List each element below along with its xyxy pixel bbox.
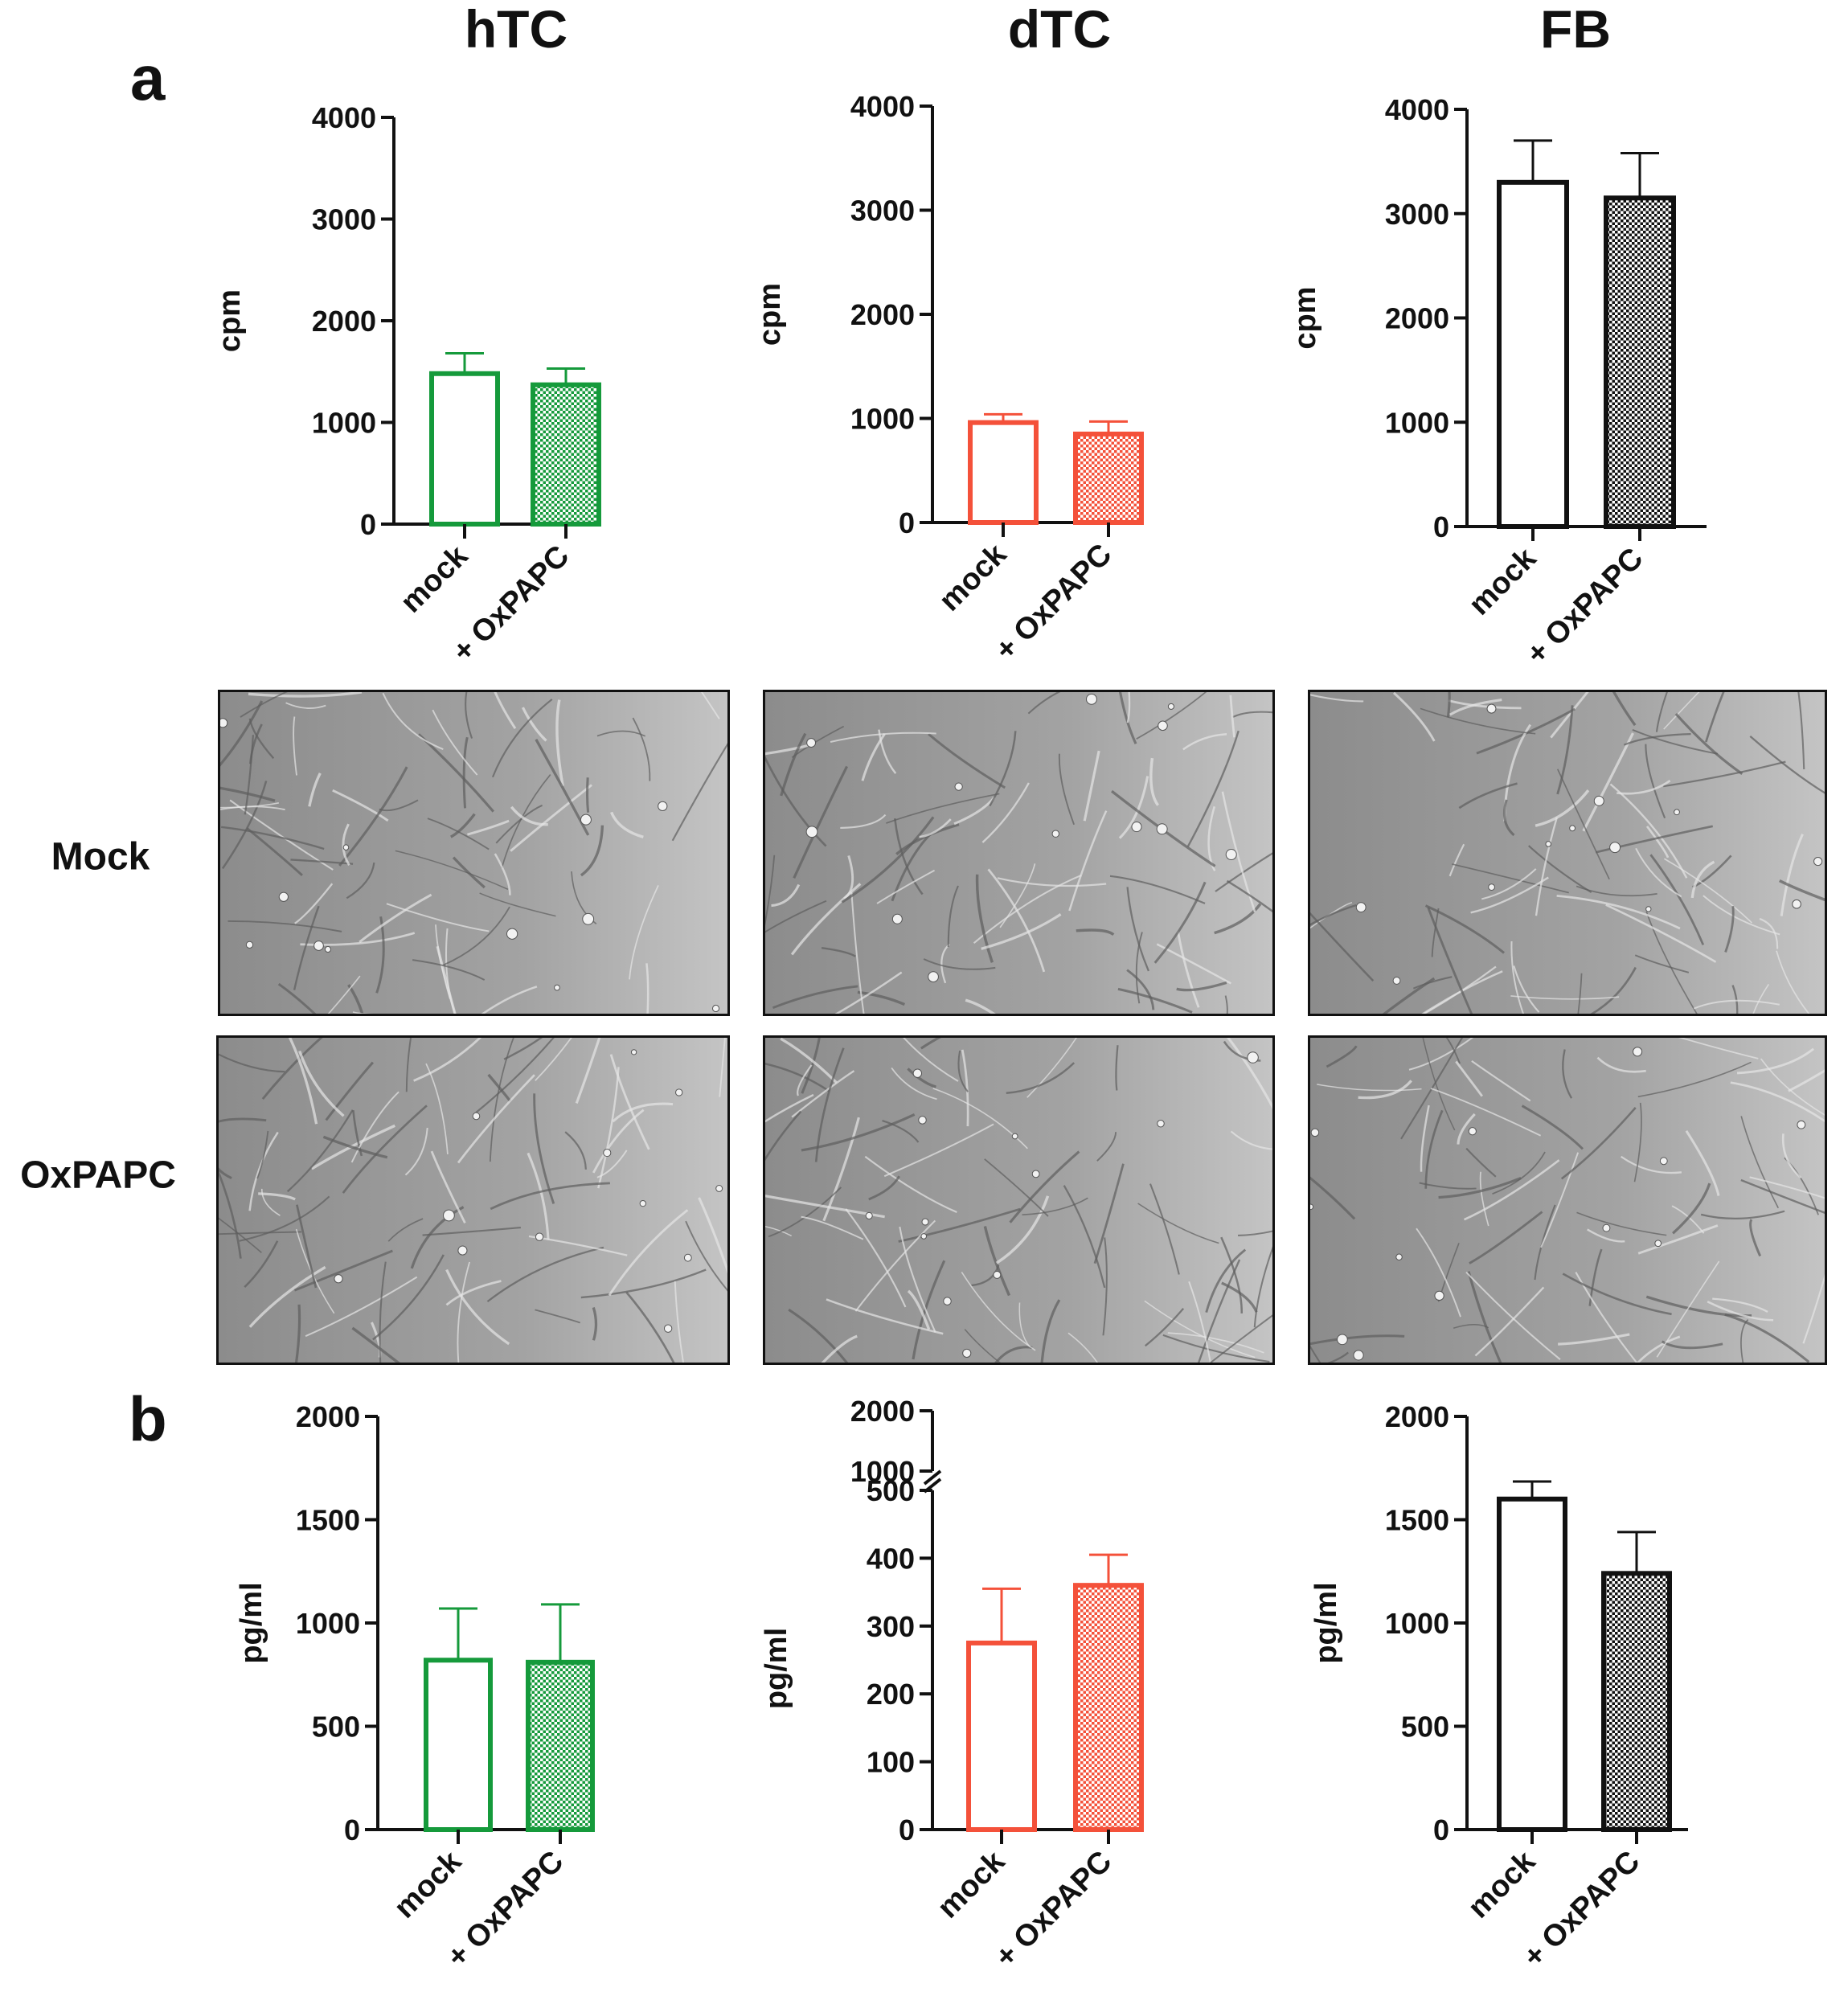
x-tick-label: mock xyxy=(394,539,475,620)
panel-label-a: a xyxy=(130,43,166,113)
y-axis-label: cpm xyxy=(1289,286,1322,349)
x-tick-label: mock xyxy=(387,1844,469,1925)
bar-oxpapc xyxy=(1073,431,1144,525)
y-tick-label: 0 xyxy=(1433,510,1449,543)
y-tick-label: 1000 xyxy=(850,403,915,436)
bar-mock xyxy=(1497,179,1569,529)
micrograph-oxpapc-htc xyxy=(216,1035,730,1365)
y-tick-label: 0 xyxy=(360,508,376,541)
bar-oxpapc xyxy=(531,382,601,527)
micrograph-image xyxy=(219,1038,727,1363)
micrograph-mock-htc xyxy=(218,690,730,1016)
y-tick-label: 4000 xyxy=(1385,93,1449,126)
bar-mock xyxy=(1497,1496,1567,1833)
y-tick-label: 4000 xyxy=(850,90,915,123)
y-tick-label: 4000 xyxy=(312,101,376,134)
y-tick-label: 1000 xyxy=(296,1607,360,1640)
y-axis-label: cpm xyxy=(213,289,247,352)
micrograph-mock-dtc xyxy=(763,690,1275,1016)
x-tick-label: mock xyxy=(931,1844,1012,1925)
y-tick-label: 1000 xyxy=(312,407,376,440)
x-tick-label: mock xyxy=(1462,541,1543,622)
y-tick-label: 2000 xyxy=(1385,302,1449,335)
y-tick-label: 2000 xyxy=(296,1400,360,1433)
micrograph-oxpapc-fb xyxy=(1308,1035,1827,1365)
y-axis-label: cpm xyxy=(753,283,787,346)
y-axis-label: pg/ml xyxy=(235,1582,268,1663)
bar-mock xyxy=(424,1658,493,1833)
y-tick-label: 0 xyxy=(899,1814,915,1846)
x-tick-label: mock xyxy=(932,537,1014,618)
micrograph-image xyxy=(765,692,1272,1014)
column-title-htc: hTC xyxy=(464,0,568,59)
x-tick-label: + OxPAPC xyxy=(1520,542,1649,671)
row-label-oxpapc: OxPAPC xyxy=(20,1154,176,1197)
y-tick-label: 1500 xyxy=(296,1504,360,1537)
y-tick-label: 3000 xyxy=(850,195,915,227)
micrograph-image xyxy=(1310,692,1825,1014)
y-tick-label: 2000 xyxy=(312,305,376,338)
y-tick-label: 3000 xyxy=(312,203,376,236)
y-tick-label: 1000 xyxy=(850,1455,915,1488)
y-tick-label: 2000 xyxy=(850,1395,915,1428)
bar-mock xyxy=(968,420,1039,525)
y-tick-label: 2000 xyxy=(1385,1400,1449,1433)
column-title-fb: FB xyxy=(1540,0,1611,59)
axis-break-mark xyxy=(923,1469,942,1486)
panel-label-b: b xyxy=(129,1383,167,1454)
bar-oxpapc xyxy=(526,1659,595,1833)
micrograph-oxpapc-dtc xyxy=(763,1035,1275,1365)
bar-oxpapc xyxy=(1604,195,1676,529)
y-axis-label: pg/ml xyxy=(1309,1582,1343,1663)
x-tick-label: + OxPAPC xyxy=(989,1845,1118,1974)
y-tick-label: 500 xyxy=(312,1711,360,1744)
bar-mock xyxy=(429,371,500,527)
micrograph-mock-fb xyxy=(1308,690,1827,1016)
bar-oxpapc xyxy=(1073,1583,1144,1833)
y-tick-label: 2000 xyxy=(850,298,915,331)
y-tick-label: 1500 xyxy=(1385,1504,1449,1537)
y-tick-label: 300 xyxy=(867,1610,915,1643)
y-tick-label: 100 xyxy=(867,1746,915,1779)
y-tick-label: 500 xyxy=(1401,1711,1449,1744)
y-tick-label: 0 xyxy=(899,506,915,539)
micrograph-image xyxy=(765,1038,1272,1363)
micrograph-image xyxy=(1310,1038,1825,1363)
y-tick-label: 400 xyxy=(867,1542,915,1575)
bar-mock xyxy=(966,1640,1037,1833)
row-label-mock: Mock xyxy=(51,835,150,879)
micrograph-image xyxy=(220,692,727,1014)
y-tick-label: 500 xyxy=(867,1474,915,1507)
y-tick-label: 0 xyxy=(344,1814,360,1846)
axis-break-mark xyxy=(923,1477,942,1494)
y-tick-label: 0 xyxy=(1433,1814,1449,1846)
y-tick-label: 1000 xyxy=(1385,406,1449,439)
bar-oxpapc xyxy=(1601,1571,1672,1832)
column-title-dtc: dTC xyxy=(1007,0,1112,59)
y-tick-label: 3000 xyxy=(1385,198,1449,231)
x-tick-label: mock xyxy=(1461,1844,1543,1925)
chart-a-fb: 0 1000 2000 3000 4000 cpm mock+ OxPAPC xyxy=(1289,93,1707,671)
y-tick-label: 200 xyxy=(867,1678,915,1711)
y-tick-label: 1000 xyxy=(1385,1607,1449,1640)
y-axis-label: pg/ml xyxy=(760,1628,793,1709)
